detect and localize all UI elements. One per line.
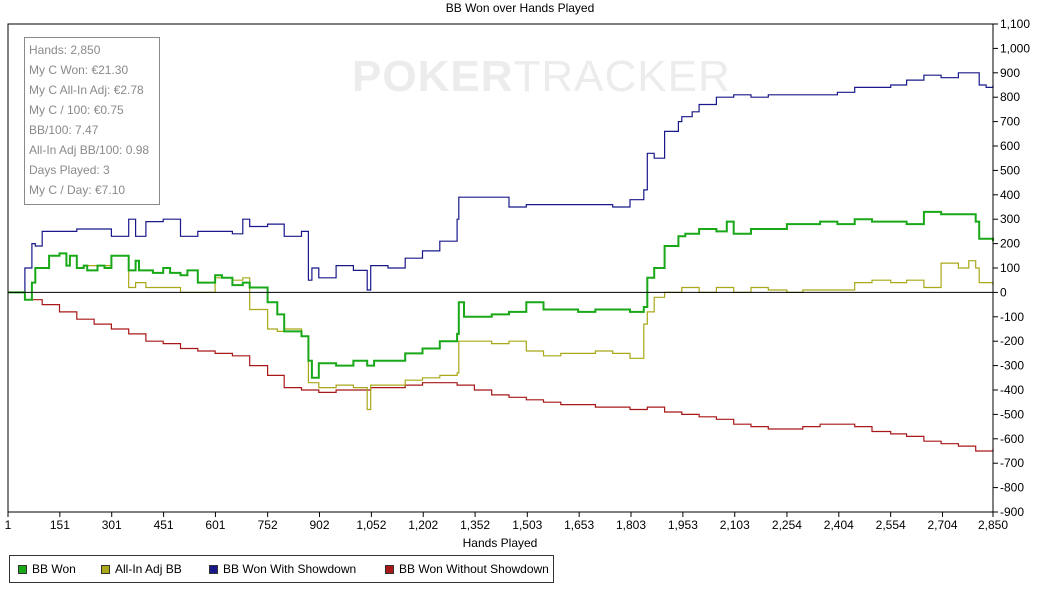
watermark-left: PO xyxy=(352,52,418,101)
x-tick-label: 1,653 xyxy=(564,518,594,532)
y-tick-label: 500 xyxy=(1000,163,1020,177)
x-tick-label: 1,503 xyxy=(512,518,542,532)
legend-swatch-all-in-adj-bb xyxy=(101,564,110,574)
y-tick-label: -900 xyxy=(1000,505,1024,519)
x-tick-label: 1,352 xyxy=(460,518,490,532)
x-tick-label: 301 xyxy=(102,518,122,532)
stat-days-played: Days Played: 3 xyxy=(29,163,110,177)
x-tick-label: 752 xyxy=(258,518,278,532)
y-tick-label: -100 xyxy=(1000,310,1024,324)
x-tick-label: 2,103 xyxy=(720,518,750,532)
y-tick-label: -500 xyxy=(1000,407,1024,421)
stat-c-per-day: My C / Day: €7.10 xyxy=(29,183,126,197)
y-tick-label: 100 xyxy=(1000,261,1020,275)
x-tick-label: 2,554 xyxy=(876,518,906,532)
legend-swatch-bb-won xyxy=(18,564,27,574)
x-axis-label: Hands Played xyxy=(463,536,538,550)
y-tick-label: -700 xyxy=(1000,456,1024,470)
x-tick-label: 1,953 xyxy=(668,518,698,532)
y-tick-label: 600 xyxy=(1000,139,1020,153)
y-tick-label: 800 xyxy=(1000,90,1020,104)
y-tick-label: 700 xyxy=(1000,115,1020,129)
legend-swatch-with-showdown xyxy=(209,564,218,574)
legend-label-bb-won: BB Won xyxy=(32,562,76,576)
series-line-2 xyxy=(8,72,994,293)
x-axis: 1 151 301 451 601 752 902 1,052 1,202 1,352 1,503 1… xyxy=(5,512,1008,532)
y-tick-label: 400 xyxy=(1000,188,1020,202)
x-tick-label: 451 xyxy=(154,518,174,532)
watermark-right: TRACKER xyxy=(513,52,731,101)
stat-hands: Hands: 2,850 xyxy=(29,43,101,57)
chart-title: BB Won over Hands Played xyxy=(446,1,595,15)
y-tick-label: 300 xyxy=(1000,212,1020,226)
y-tick-label: -800 xyxy=(1000,481,1024,495)
watermark-mid: KER xyxy=(417,52,514,101)
x-tick-label: 2,850 xyxy=(978,518,1008,532)
x-tick-label: 1,202 xyxy=(408,518,438,532)
legend-item-all-in-adj-bb[interactable]: All-In Adj BB xyxy=(101,562,201,576)
series-line-1 xyxy=(8,252,994,411)
series-line-0 xyxy=(8,210,994,379)
series-line-3 xyxy=(8,291,994,452)
y-tick-label: 1,000 xyxy=(1000,41,1030,55)
y-axis: 1,100 1,000 900 800 700 600 500 400 300 200 100 0 -1… xyxy=(993,17,1030,519)
y-tick-label: -200 xyxy=(1000,334,1024,348)
y-tick-label: 1,100 xyxy=(1000,17,1030,31)
y-tick-label: 900 xyxy=(1000,66,1020,80)
legend-item-with-showdown[interactable]: BB Won With Showdown xyxy=(209,562,377,576)
legend-label-without-showdown: BB Won Without Showdown xyxy=(399,562,549,576)
stat-all-in-adj-bb-100: All-In Adj BB/100: 0.98 xyxy=(29,143,150,157)
x-tick-label: 1 xyxy=(5,518,12,532)
stat-my-c-won: My C Won: €21.30 xyxy=(29,63,129,77)
y-tick-label: 200 xyxy=(1000,237,1020,251)
x-tick-label: 1,052 xyxy=(356,518,386,532)
legend-label-all-in-adj-bb: All-In Adj BB xyxy=(115,562,182,576)
x-tick-label: 1,803 xyxy=(616,518,646,532)
y-tick-label: -400 xyxy=(1000,383,1024,397)
pokertracker-watermark: POKERTRACKER xyxy=(352,52,731,102)
series-layer xyxy=(8,72,994,452)
legend-item-bb-won[interactable]: BB Won xyxy=(18,562,93,576)
x-tick-label: 2,404 xyxy=(824,518,854,532)
stat-c-per-100: My C / 100: €0.75 xyxy=(29,103,124,117)
y-tick-label: -600 xyxy=(1000,432,1024,446)
chart-legend: BB Won All-In Adj BB BB Won With Showdow… xyxy=(9,555,554,583)
x-tick-label: 2,704 xyxy=(928,518,958,532)
legend-item-without-showdown[interactable]: BB Won Without Showdown xyxy=(385,562,549,576)
x-tick-label: 601 xyxy=(205,518,225,532)
y-tick-label: 0 xyxy=(1000,285,1007,299)
x-tick-label: 902 xyxy=(309,518,329,532)
stats-panel: Hands: 2,850 My C Won: €21.30 My C All-I… xyxy=(24,37,160,205)
legend-swatch-without-showdown xyxy=(385,564,394,574)
legend-label-with-showdown: BB Won With Showdown xyxy=(223,562,357,576)
stat-all-in-adj: My C All-In Adj: €2.78 xyxy=(29,83,144,97)
x-tick-label: 151 xyxy=(50,518,70,532)
x-tick-label: 2,254 xyxy=(772,518,802,532)
y-tick-label: -300 xyxy=(1000,359,1024,373)
stat-bb-per-100: BB/100: 7.47 xyxy=(29,123,99,137)
